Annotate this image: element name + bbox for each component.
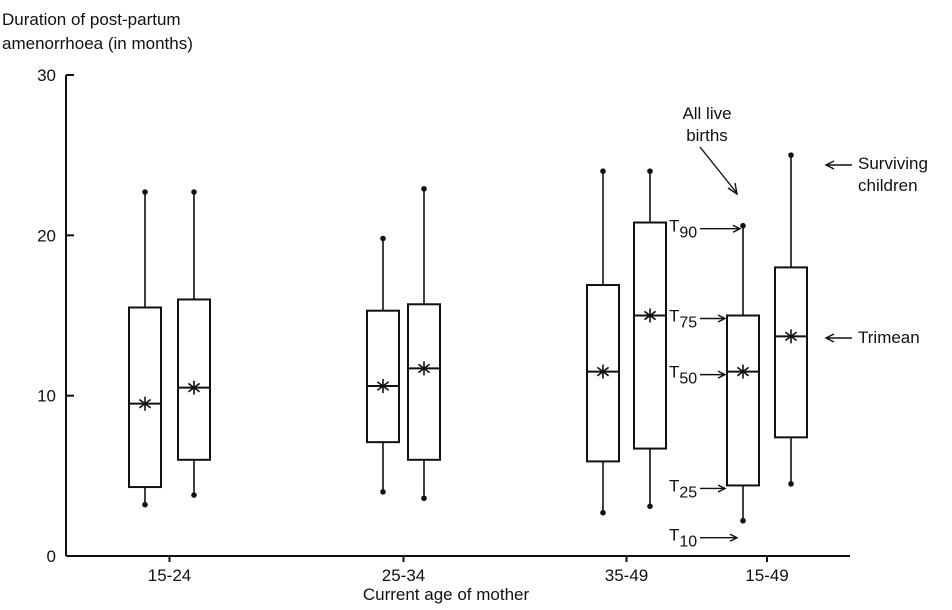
trimean-stroke (138, 398, 152, 409)
percentile-label: T25 (669, 476, 697, 501)
trimean-stroke (417, 363, 431, 374)
percentile-prefix: T (669, 363, 679, 382)
y-tick-label: 0 (47, 547, 56, 566)
y-tick-label: 20 (37, 226, 56, 245)
y-axis-title-line-2: amenorrhoea (in months) (2, 34, 193, 53)
percentile-arrowhead (717, 314, 727, 323)
percentile-subscript: 10 (679, 534, 697, 551)
trimean-marker (643, 308, 657, 323)
y-tick-label: 10 (37, 387, 56, 406)
x-tick-label: 15-49 (745, 566, 788, 585)
trimean-stroke (736, 366, 750, 377)
y-ticks: 0 10 20 30 (37, 66, 74, 566)
whisker-end-dot (740, 517, 746, 524)
whisker-end-dot (788, 481, 794, 487)
percentile-label: T10 (669, 526, 697, 551)
trimean-stroke (596, 366, 610, 377)
box-iqr (633, 221, 667, 450)
trimean-label: Trimean (858, 328, 920, 347)
x-axis-title: Current age of mother (363, 585, 530, 604)
whisker-end-dot (142, 189, 148, 195)
trimean-stroke (376, 381, 390, 391)
percentile-label: T50 (669, 363, 697, 388)
whisker-end-dot (191, 492, 197, 498)
surviving-children-label-line-1: Surviving (858, 154, 928, 173)
box-iqr (726, 314, 760, 487)
whisker-end-dot (647, 503, 653, 510)
percentile-subscript: 50 (679, 371, 697, 388)
y-axis-title-line-1: Duration of post-partum (2, 10, 181, 29)
percentile-arrowhead (717, 370, 727, 379)
x-tick-label: 15-24 (148, 566, 191, 585)
all-live-births-label-line-1: All live (682, 104, 731, 123)
percentile-subscript: 90 (679, 225, 697, 242)
percentile-arrowhead (732, 224, 742, 233)
whisker-end-dot (740, 222, 746, 229)
percentile-subscript: 25 (679, 484, 697, 501)
trimean-marker (596, 364, 610, 379)
whisker-end-dot (380, 489, 386, 495)
x-tick-labels: 15-24 25-34 35-49 15-49 (148, 556, 789, 585)
all-live-births-arrowhead (727, 182, 738, 196)
box-iqr (407, 303, 441, 461)
trimean-stroke (784, 331, 798, 342)
percentile-label: T75 (669, 307, 697, 332)
surviving-children-arrowhead (824, 160, 835, 170)
annotations: All live births Surviving children Trime… (669, 104, 928, 551)
whisker-end-dot (191, 189, 197, 195)
percentile-prefix: T (669, 217, 679, 236)
whisker-end-dot (421, 186, 427, 192)
percentile-prefix: T (669, 307, 679, 326)
percentile-arrowhead (717, 484, 727, 493)
whisker-end-dot (421, 495, 427, 502)
whisker-end-dot (788, 152, 794, 158)
box-iqr (366, 309, 400, 444)
trimean-marker (187, 380, 201, 395)
x-tick-label: 25-34 (382, 566, 425, 585)
y-tick-label: 30 (37, 66, 56, 85)
box-iqr (177, 298, 211, 461)
trimean-marker (417, 361, 431, 376)
box-iqr (774, 266, 808, 439)
all-live-births-arrow (699, 146, 737, 193)
trimean-arrowhead (824, 333, 835, 343)
trimean-marker (138, 396, 152, 411)
trimean-marker (784, 329, 798, 344)
whisker-end-dot (600, 509, 606, 516)
whisker-end-dot (142, 501, 148, 508)
percentile-label: T90 (669, 217, 697, 242)
whisker-end-dot (600, 168, 606, 174)
x-tick-label: 35-49 (605, 566, 648, 585)
percentile-arrowhead (729, 533, 739, 542)
trimean-marker (736, 364, 750, 379)
all-live-births-label-line-2: births (686, 126, 728, 145)
box-series (128, 152, 808, 524)
percentile-prefix: T (669, 476, 679, 495)
surviving-children-label-line-2: children (858, 176, 918, 195)
trimean-stroke (187, 382, 201, 393)
whisker-end-dot (380, 235, 386, 242)
whisker-end-dot (647, 168, 653, 174)
percentile-subscript: 75 (679, 315, 697, 332)
trimean-marker (376, 379, 390, 394)
percentile-prefix: T (669, 526, 679, 545)
trimean-stroke (643, 310, 657, 321)
